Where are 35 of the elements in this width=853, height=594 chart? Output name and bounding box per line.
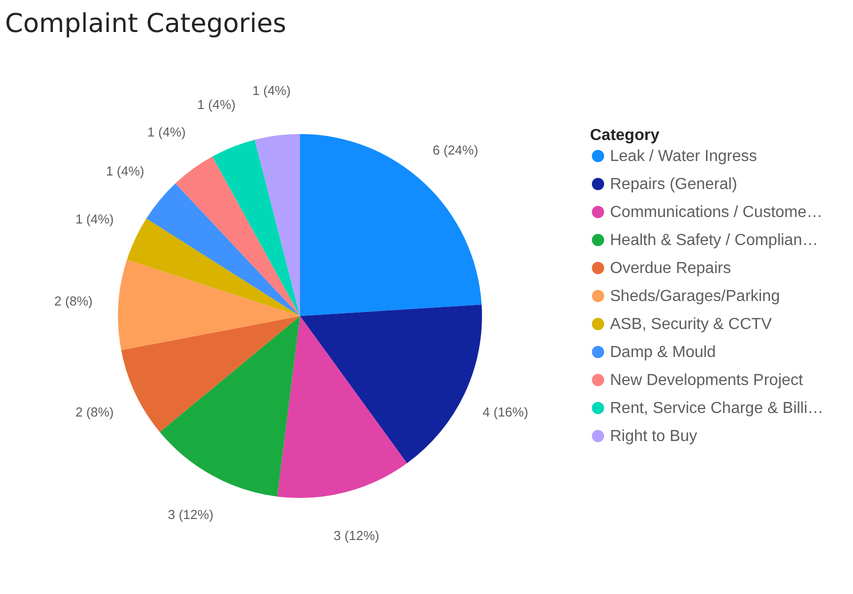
legend-label: Communications / Custome… xyxy=(610,204,823,221)
data-label: 1 (4%) xyxy=(147,124,186,140)
pie-slice xyxy=(254,134,300,316)
data-label: 1 (4%) xyxy=(75,211,114,226)
pie-slice xyxy=(300,304,482,464)
data-label: 1 (4%) xyxy=(197,96,236,112)
legend-title: Category xyxy=(590,127,660,144)
pie-slice xyxy=(126,218,300,316)
legend-label: Rent, Service Charge & Billi… xyxy=(610,400,824,417)
data-label: 2 (8%) xyxy=(54,294,93,309)
legend-label: New Developments Project xyxy=(610,372,804,389)
pie-slice xyxy=(300,134,482,316)
legend-label: Right to Buy xyxy=(610,428,698,445)
data-label: 3 (12%) xyxy=(334,528,380,543)
legend-label: Health & Safety / Complian… xyxy=(610,232,818,249)
pie-slice xyxy=(146,183,300,316)
data-label: 2 (8%) xyxy=(75,404,114,420)
data-label: 3 (12%) xyxy=(168,506,214,522)
legend-label: Overdue Repairs xyxy=(610,260,731,277)
legend-label: Damp & Mould xyxy=(610,344,716,361)
data-label: 4 (16%) xyxy=(482,404,528,420)
chart-title: Complaint Categories xyxy=(5,9,286,39)
data-label: 6 (24%) xyxy=(432,142,478,158)
data-label: 1 (4%) xyxy=(252,82,291,98)
legend-label: Sheds/Garages/Parking xyxy=(610,288,780,305)
data-label: 1 (4%) xyxy=(106,163,144,178)
pie-slice xyxy=(121,316,300,432)
pie-slice xyxy=(212,140,300,316)
legend-label: Leak / Water Ingress xyxy=(610,148,758,165)
legend-label: ASB, Security & CCTV xyxy=(610,316,772,333)
pie-slice xyxy=(175,156,300,316)
pie-slice xyxy=(160,316,300,497)
pie-slice xyxy=(118,260,300,350)
legend-label: Repairs (General) xyxy=(610,176,738,193)
pie-slice xyxy=(277,316,407,498)
